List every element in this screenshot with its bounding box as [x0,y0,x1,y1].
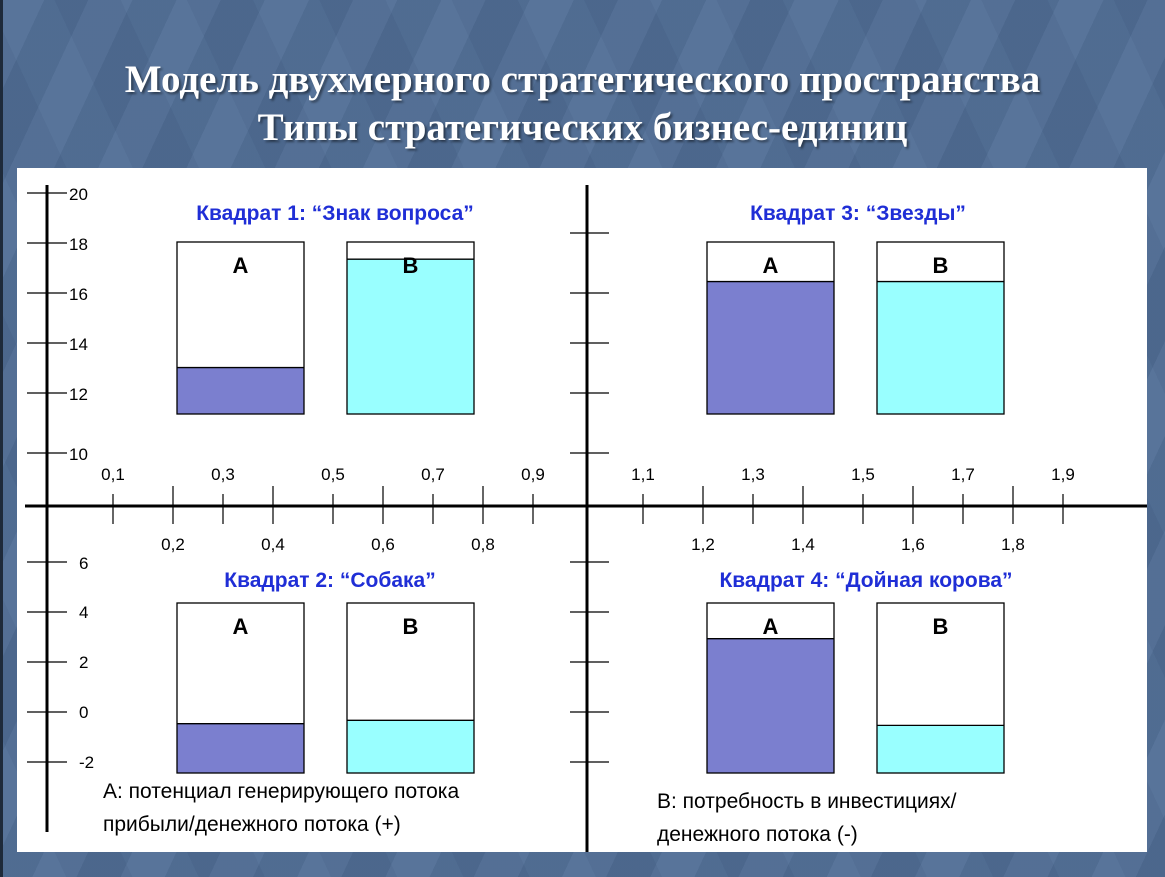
bar-label: А [763,253,779,278]
quadrant-titles: Квадрат 1: “Знак вопроса” Квадрат 3: “Зв… [196,202,1012,592]
bar-fill [707,638,834,773]
x-tick-label: 1,6 [901,535,925,554]
y-tick-label: 4 [79,603,88,622]
quadrant-title: Квадрат 3: “Звезды” [750,202,966,225]
bar-outline [876,241,1005,415]
bar-outline [876,602,1005,774]
y-axis-top-ticks [27,192,67,454]
bar-fill [707,281,834,414]
bar-label: В [403,614,419,639]
x-tick-label: 1,7 [951,465,975,484]
bar-outline [176,241,305,415]
x-tick-label: 0,7 [421,465,445,484]
title-line-1: Модель двухмерного стратегического прост… [124,58,1041,101]
title-line-2: Типы стратегических бизнес-единиц [257,106,908,149]
bar-a: А [706,602,835,774]
quadrant-title: Квадрат 2: “Собака” [224,569,435,592]
x-tick-label: 0,4 [261,535,285,554]
bar-fill [177,723,304,773]
bar-fill [177,367,304,414]
strategy-diagram: 20 18 16 14 12 10 6 4 2 0 -2 [25,185,1147,852]
x-axis-ticks [112,486,1064,524]
bar-a: А [176,241,305,415]
y-tick-label: 18 [69,235,88,254]
bar-b: В [876,241,1005,415]
slide-title: Модель двухмерного стратегического прост… [0,56,1165,152]
x-tick-label: 1,5 [851,465,875,484]
bar-label: В [933,253,949,278]
bar-fill [877,725,1004,773]
x-tick-label: 1,8 [1001,535,1025,554]
bar-a: А [706,241,835,415]
bar-label: В [933,614,949,639]
bar-outline [346,602,475,774]
y-tick-label: 2 [79,653,88,672]
slide-left-edge [0,0,3,877]
x-tick-label: 0,9 [521,465,545,484]
y-tick-label: 16 [69,285,88,304]
x-axis-labels-above: 0,1 0,3 0,5 0,7 0,9 1,1 1,3 1,5 1,7 1,9 [101,465,1075,484]
y-tick-label: 14 [69,335,88,354]
x-tick-label: 1,4 [791,535,815,554]
legend-a-line-2: прибыли/денежного потока (+) [103,813,401,836]
x-tick-label: 0,8 [471,535,495,554]
legend-b-line-2: денежного потока (-) [657,823,858,846]
bars-layer: А В А В А В А В [176,241,1005,774]
x-tick-label: 1,3 [741,465,765,484]
bar-a: А [176,602,305,774]
x-tick-label: 0,5 [321,465,345,484]
y-tick-label: 20 [69,185,88,204]
y-axis-top-labels: 20 18 16 14 12 10 [69,185,88,464]
legend-a-line-1: А: потенциал генерирующего потока [103,780,459,803]
quadrant-title: Квадрат 4: “Дойная корова” [719,569,1012,592]
bar-label: В [403,253,419,278]
bar-outline [346,241,475,415]
y-tick-label: -2 [79,753,94,772]
y-tick-label: 12 [69,385,88,404]
center-axis-ticks [570,232,609,763]
y-axis-bottom-labels: 6 4 2 0 -2 [79,554,94,772]
x-tick-label: 1,9 [1051,465,1075,484]
legend-b-line-1: В: потребность в инвестициях/ [657,790,957,813]
bar-fill [877,281,1004,414]
bar-b: В [346,241,475,415]
x-tick-label: 1,2 [691,535,715,554]
y-tick-label: 0 [79,703,88,722]
bar-outline [706,602,835,774]
y-axis-bottom-ticks [27,561,67,763]
bar-outline [176,602,305,774]
legend: А: потенциал генерирующего потока прибыл… [103,780,957,846]
quadrant-title: Квадрат 1: “Знак вопроса” [196,202,474,225]
y-tick-label: 6 [79,554,88,573]
x-tick-label: 0,6 [371,535,395,554]
x-tick-label: 0,3 [211,465,235,484]
bar-fill [347,259,474,414]
x-tick-label: 0,1 [101,465,125,484]
bar-b: В [876,602,1005,774]
bar-fill [347,720,474,773]
bar-b: В [346,602,475,774]
bar-label: А [233,614,249,639]
bar-label: А [233,253,249,278]
x-tick-label: 1,1 [631,465,655,484]
x-tick-label: 0,2 [161,535,185,554]
bar-outline [706,241,835,415]
bar-label: А [763,614,779,639]
diagram-panel: 20 18 16 14 12 10 6 4 2 0 -2 [17,168,1147,852]
y-tick-label: 10 [69,445,88,464]
x-axis-labels-below: 0,2 0,4 0,6 0,8 1,2 1,4 1,6 1,8 [161,535,1025,554]
